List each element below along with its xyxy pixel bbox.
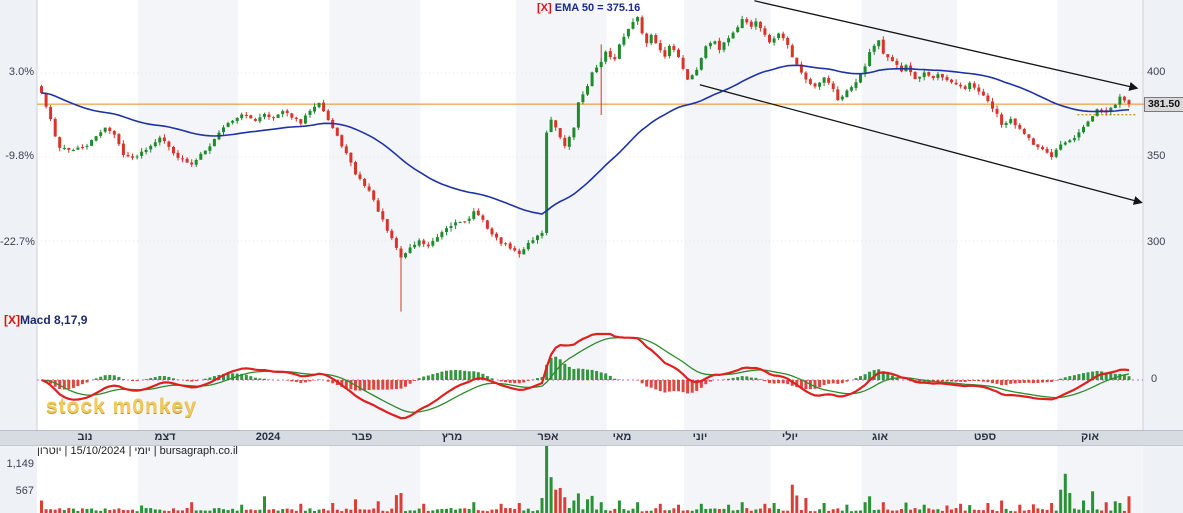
x-axis-month-label: אוג <box>871 431 889 443</box>
y-axis-percent-label: -22.7% <box>0 236 35 248</box>
y-axis-price-label: 350 <box>1147 150 1166 162</box>
x-axis-month-label: פבר <box>351 431 373 443</box>
y-axis-percent-label: -9.8% <box>5 150 34 162</box>
watermark: stock m0nkey <box>46 395 197 418</box>
macd-indicator-close-button[interactable]: [X] <box>4 313 20 327</box>
x-axis-month-label: מרץ <box>441 431 463 443</box>
x-axis-month-label: דצמ <box>154 431 176 443</box>
macd-indicator-label: Macd 8,17,9 <box>20 313 88 327</box>
chart-info-bar: יומי | 15/10/2024 | יוטרון | bursagraph.… <box>37 445 238 457</box>
y-axis-price-label: 300 <box>1147 236 1166 248</box>
x-axis-month-label: 2024 <box>255 431 281 443</box>
x-axis-bar <box>0 430 1183 446</box>
volume-axis-label: 1,149 <box>6 458 34 470</box>
last-price-label: 381.50 <box>1144 97 1183 112</box>
macd-panel-title: [X]Macd 8,17,9 <box>4 313 87 327</box>
x-axis-month-label: יולי <box>781 431 799 443</box>
ema-indicator-label: EMA 50 = 375.16 <box>554 2 641 14</box>
y-axis-price-label: 400 <box>1147 66 1166 78</box>
ema-indicator-close-button[interactable]: [X] <box>537 2 552 14</box>
y-axis-percent-label: 3.0% <box>8 66 34 78</box>
volume-axis-label: 567 <box>15 485 34 497</box>
x-axis-month-label: נוב <box>77 431 93 443</box>
x-axis-month-label: אוק <box>1080 431 1100 443</box>
x-axis-month-label: מאי <box>612 431 632 443</box>
x-axis-month-label: ספט <box>973 431 997 443</box>
x-axis-month-label: יוני <box>692 431 708 443</box>
macd-zero-label: 0 <box>1151 373 1158 385</box>
x-axis-month-label: אפר <box>537 431 559 443</box>
chart-title: [X] EMA 50 = 375.16 <box>537 2 640 14</box>
